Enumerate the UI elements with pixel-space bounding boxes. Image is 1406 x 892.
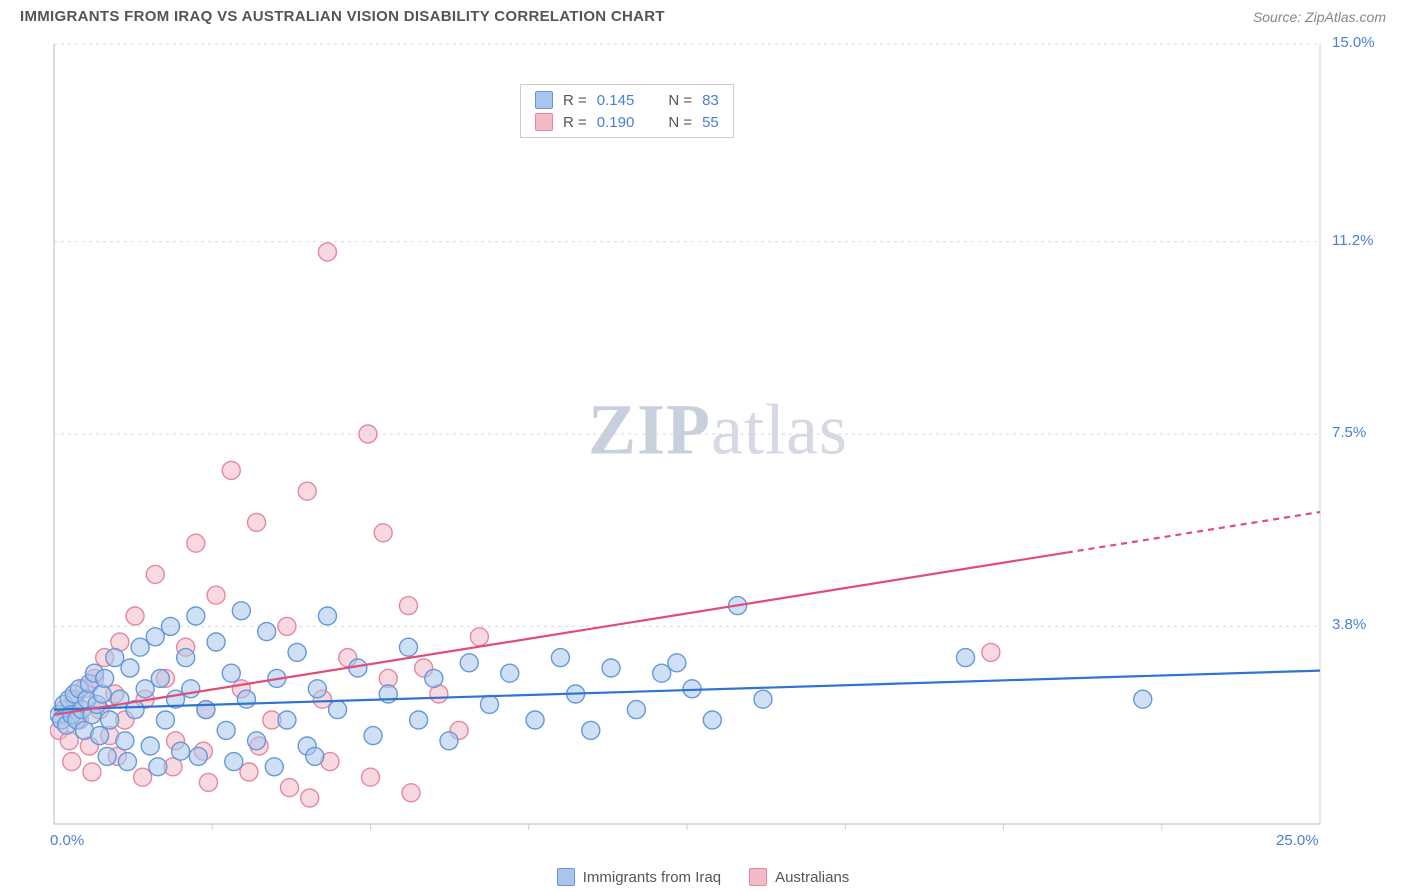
correlation-legend: R = 0.145 N = 83 R = 0.190 N = 55 xyxy=(520,84,734,138)
source-attribution: Source: ZipAtlas.com xyxy=(1253,9,1386,25)
scatter-chart-svg xyxy=(50,40,1386,852)
axis-tick-label: 11.2% xyxy=(1332,232,1373,249)
series-legend-item: Immigrants from Iraq xyxy=(557,868,721,886)
n-value: 55 xyxy=(702,114,719,131)
chart-area: ZIPatlas R =0.145N =83R =0.190N =55 xyxy=(50,40,1386,852)
series-legend-label: Australians xyxy=(775,869,849,886)
correlation-legend-row: R = 0.145 N = 83 xyxy=(521,89,733,111)
legend-swatch xyxy=(535,113,553,131)
r-value: 0.145 xyxy=(597,92,635,109)
n-value: 83 xyxy=(702,92,719,109)
legend-swatch xyxy=(557,868,575,886)
n-label: N = xyxy=(668,114,692,131)
r-label: R = xyxy=(563,114,587,131)
series-legend-item: Australians xyxy=(749,868,849,886)
legend-swatch xyxy=(749,868,767,886)
axis-tick-label: 7.5% xyxy=(1332,424,1366,441)
series-legend-label: Immigrants from Iraq xyxy=(583,869,721,886)
series-legend: Immigrants from Iraq Australians xyxy=(0,868,1406,886)
axis-tick-label: 25.0% xyxy=(1276,832,1319,849)
legend-swatch xyxy=(535,91,553,109)
axis-tick-label: 3.8% xyxy=(1332,616,1366,633)
axis-tick-label: 15.0% xyxy=(1332,34,1375,51)
axis-tick-label: 0.0% xyxy=(50,832,84,849)
r-value: 0.190 xyxy=(597,114,635,131)
n-label: N = xyxy=(668,92,692,109)
chart-title: IMMIGRANTS FROM IRAQ VS AUSTRALIAN VISIO… xyxy=(20,8,665,25)
source-label: Source: xyxy=(1253,9,1301,25)
r-label: R = xyxy=(563,92,587,109)
chart-header: IMMIGRANTS FROM IRAQ VS AUSTRALIAN VISIO… xyxy=(0,0,1406,29)
source-name: ZipAtlas.com xyxy=(1305,9,1386,25)
correlation-legend-row: R = 0.190 N = 55 xyxy=(521,111,733,133)
